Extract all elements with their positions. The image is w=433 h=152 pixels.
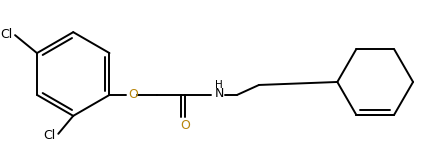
Text: N: N bbox=[214, 87, 224, 100]
Text: Cl: Cl bbox=[43, 129, 55, 142]
Text: O: O bbox=[129, 88, 138, 101]
Text: O: O bbox=[180, 119, 190, 132]
Text: Cl: Cl bbox=[0, 28, 12, 41]
Text: H: H bbox=[215, 80, 223, 90]
